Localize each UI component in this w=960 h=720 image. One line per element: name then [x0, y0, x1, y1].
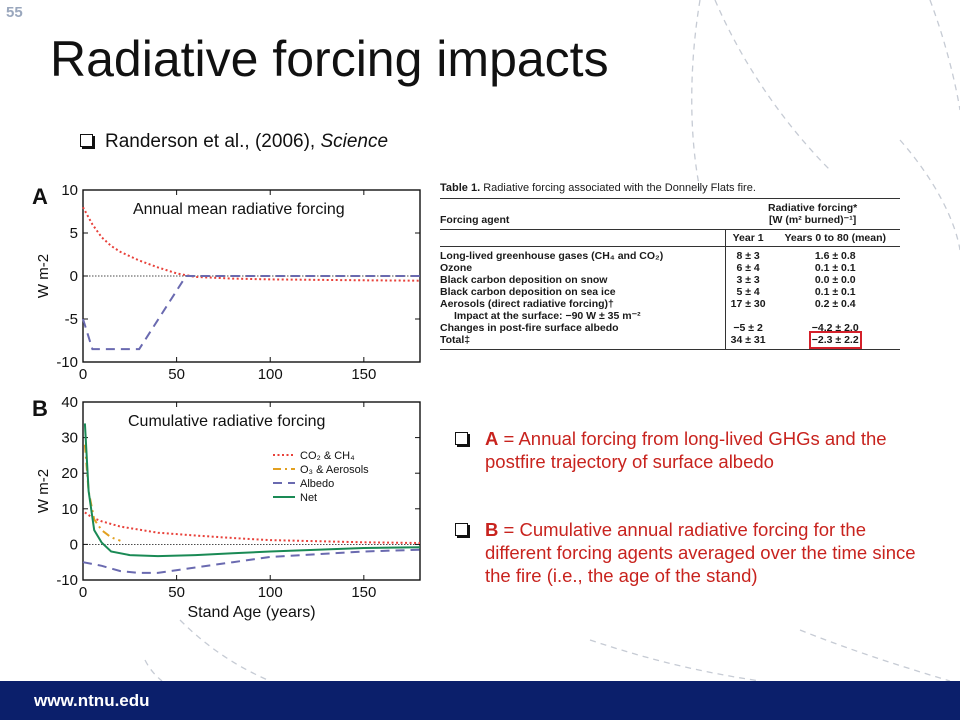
table-row: Changes in post-fire surface albedo −5 ± … [440, 322, 859, 334]
chart-title: Cumulative radiative forcing [128, 413, 325, 430]
series-line-1 [82, 275, 420, 351]
footer-url: www.ntnu.edu [34, 691, 150, 710]
panel-letter: B [32, 396, 48, 421]
citation-bullet: Randerson et al., (2006), Science [80, 131, 388, 153]
y-tick-label: 20 [61, 465, 78, 482]
y-tick-label: 0 [70, 536, 78, 553]
x-tick-label: 50 [168, 366, 185, 383]
x-tick-label: 50 [168, 584, 185, 601]
y-tick-label: 10 [61, 182, 78, 199]
table-row-total: Total‡ 34 ± 31 −2.3 ± 2.2 [440, 331, 900, 350]
square-bullet-icon [80, 134, 93, 147]
y-tick-label: -10 [56, 354, 78, 371]
slide-number: 55 [6, 4, 23, 21]
highlighted-total: −2.3 ± 2.2 [808, 331, 862, 349]
note-a: A = Annual forcing from long-lived GHGs … [455, 427, 935, 473]
col-header-years: Years 0 to 80 (mean) [784, 232, 887, 244]
square-bullet-icon [455, 432, 468, 445]
citation-journal: Science [320, 131, 389, 152]
table-caption-text: Radiative forcing associated with the Do… [480, 182, 756, 194]
chart-title: Annual mean radiative forcing [133, 201, 345, 218]
square-bullet-icon [455, 523, 468, 536]
legend-label: O₃ & Aerosols [300, 464, 369, 476]
table-row: Long-lived greenhouse gases (CH₄ and CO₂… [440, 246, 900, 262]
y-axis-label: W m-2 [35, 254, 52, 298]
col-header-units: [W (m² burned)⁻¹] [769, 214, 857, 226]
y-tick-label: 5 [70, 225, 78, 242]
series-line-0 [84, 511, 421, 544]
y-axis-label: W m-2 [35, 469, 52, 513]
x-axis-label: Stand Age (years) [187, 604, 315, 621]
x-tick-label: 150 [351, 366, 376, 383]
y-tick-label: 40 [61, 396, 78, 411]
table-caption: Table 1. Radiative forcing associated wi… [440, 182, 900, 194]
x-tick-label: 100 [258, 366, 283, 383]
series-line-2 [82, 548, 421, 574]
y-tick-label: -5 [65, 311, 78, 328]
table-row: Aerosols (direct radiative forcing)† 17 ±… [440, 298, 856, 310]
legend-label: CO₂ & CH₄ [300, 450, 355, 462]
col-header-group: Radiative forcing* [767, 202, 858, 214]
series-line-3 [83, 423, 421, 558]
table-row: Impact at the surface: −90 W ± 35 m⁻² [440, 310, 900, 322]
table-row: Black carbon deposition on snow 3 ± 3 0.0 … [440, 274, 856, 286]
forcing-table: Table 1. Radiative forcing associated wi… [440, 182, 900, 350]
col-header-year1: Year 1 [724, 229, 771, 247]
x-tick-label: 0 [79, 584, 87, 601]
series-line-0 [82, 206, 421, 282]
panel-letter: A [32, 184, 48, 209]
y-tick-label: 10 [61, 501, 78, 518]
slide-title: Radiative forcing impacts [50, 31, 609, 87]
series-line-1 [83, 444, 121, 542]
table-row: Ozone 6 ± 4 0.1 ± 0.1 [440, 262, 856, 274]
legend-label: Albedo [300, 478, 334, 490]
y-tick-label: 30 [61, 430, 78, 447]
x-tick-label: 100 [258, 584, 283, 601]
plot-frame [82, 401, 421, 581]
legend-label: Net [300, 492, 317, 504]
footer-bar: www.ntnu.edu [0, 681, 960, 720]
table-caption-label: Table 1. [440, 182, 481, 194]
col-header-agent: Forcing agent [440, 214, 510, 226]
y-tick-label: 0 [70, 268, 78, 285]
note-b: B = Cumulative annual radiative forcing … [455, 518, 935, 587]
citation-text: Randerson et al., (2006), [105, 131, 321, 152]
x-tick-label: 150 [351, 584, 376, 601]
y-tick-label: -10 [56, 572, 78, 589]
x-tick-label: 0 [79, 366, 87, 383]
